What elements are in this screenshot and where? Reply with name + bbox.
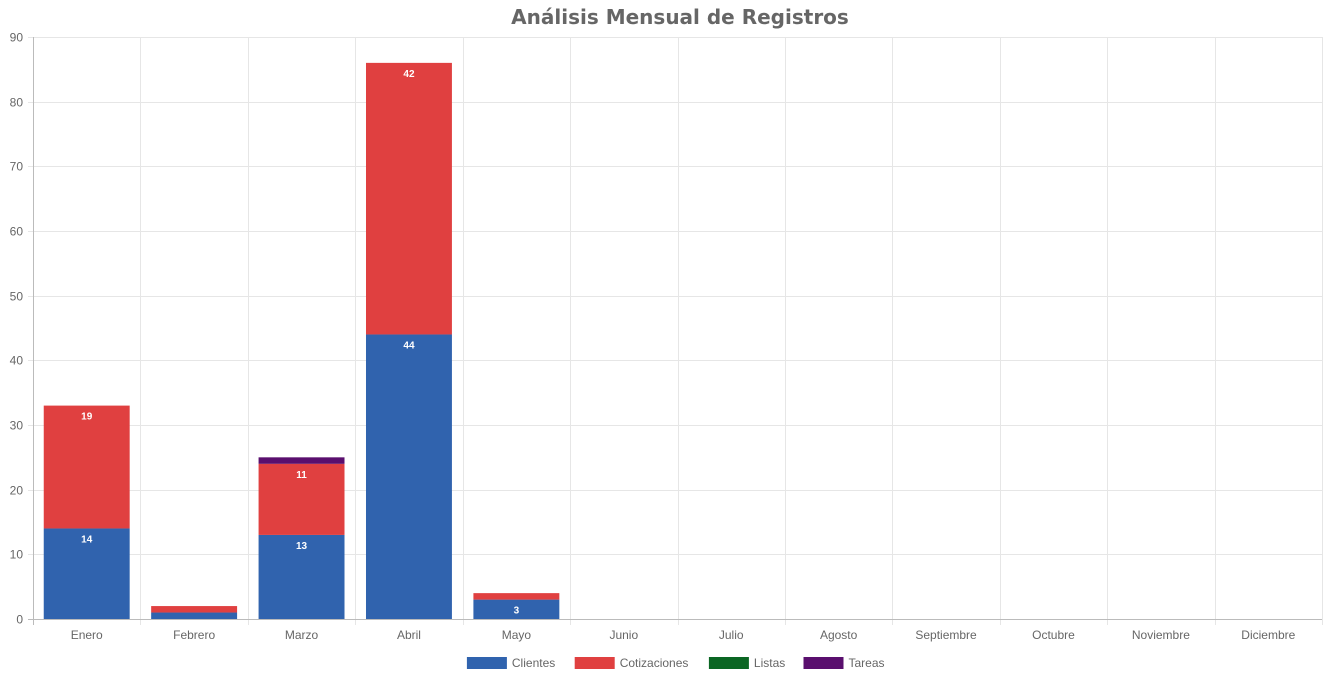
- bar-segment-cotizaciones: [365, 62, 452, 335]
- data-label: 11: [296, 470, 307, 481]
- legend: Clientes Cotizaciones Listas Tareas: [466, 656, 885, 670]
- bar-segment-cotizaciones: [258, 463, 345, 535]
- data-label: 3: [514, 606, 520, 617]
- y-tick-label: 90: [10, 31, 24, 45]
- y-tick-label: 50: [10, 290, 24, 304]
- bars: [43, 62, 560, 619]
- data-label: 42: [403, 69, 415, 80]
- data-label: 19: [81, 412, 93, 423]
- y-tick-label: 20: [10, 484, 24, 498]
- legend-swatch-cotizaciones[interactable]: [574, 657, 615, 669]
- x-tick-label: Diciembre: [1241, 628, 1295, 642]
- x-tick-label: Noviembre: [1132, 628, 1190, 642]
- axes: 0 10 20 30 40 50 60 70 80 90 Enero Febrero Marzo Abri…: [10, 31, 1322, 642]
- x-tick-label: Enero: [71, 628, 103, 642]
- x-tick-label: Febrero: [173, 628, 215, 642]
- y-tick-label: 70: [10, 160, 24, 174]
- legend-swatch-listas[interactable]: [708, 657, 749, 669]
- bar-segment-clientes: [151, 612, 238, 619]
- y-tick-label: 0: [16, 613, 23, 627]
- y-tick-label: 40: [10, 354, 24, 368]
- data-label: 44: [403, 340, 415, 351]
- bar-segment-clientes: [258, 534, 345, 619]
- x-tick-label: Marzo: [285, 628, 319, 642]
- bar-segment-clientes: [43, 528, 130, 619]
- x-tick-label: Mayo: [502, 628, 532, 642]
- bar-segment-cotizaciones: [151, 606, 238, 613]
- legend-swatch-clientes[interactable]: [466, 657, 507, 669]
- legend-label[interactable]: Tareas: [849, 656, 885, 670]
- bar-segment-cotizaciones: [43, 405, 130, 529]
- chart-title: Análisis Mensual de Registros: [511, 5, 849, 29]
- y-tick-label: 30: [10, 419, 24, 433]
- legend-label[interactable]: Cotizaciones: [620, 656, 689, 670]
- x-tick-label: Octubre: [1032, 628, 1075, 642]
- x-tick-label: Julio: [719, 628, 744, 642]
- bar-segment-clientes: [365, 334, 452, 619]
- legend-label[interactable]: Listas: [754, 656, 785, 670]
- bar-labels: 14 19 13 11 44 42 3: [81, 69, 519, 617]
- x-tick-label: Abril: [397, 628, 421, 642]
- data-label: 13: [296, 541, 308, 552]
- x-tick-label: Septiembre: [915, 628, 977, 642]
- grid: [28, 37, 1323, 625]
- x-tick-label: Junio: [609, 628, 638, 642]
- y-tick-label: 60: [10, 225, 24, 239]
- legend-label[interactable]: Clientes: [512, 656, 555, 670]
- x-tick-label: Agosto: [820, 628, 858, 642]
- data-label: 14: [81, 534, 93, 545]
- legend-swatch-tareas[interactable]: [803, 657, 844, 669]
- bar-segment-cotizaciones: [473, 593, 560, 600]
- bar-segment-clientes: [473, 599, 560, 619]
- y-tick-label: 80: [10, 96, 24, 110]
- y-tick-label: 10: [10, 548, 24, 562]
- bar-segment-tareas: [258, 457, 345, 464]
